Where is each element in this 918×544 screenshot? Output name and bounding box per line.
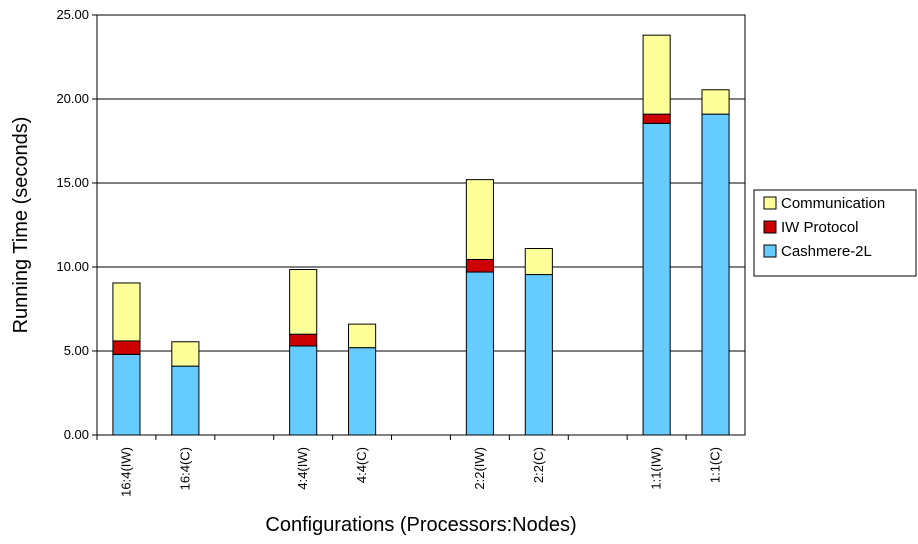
x-tick-label: 2:2(IW): [472, 447, 487, 490]
bar-segment-cashmere-2l: [171, 365, 200, 436]
bar-segment-communication: [171, 341, 200, 367]
bar-segment-cashmere-2l: [524, 274, 553, 436]
legend-swatch: [763, 244, 777, 258]
x-tick-label: 4:4(C): [354, 447, 369, 483]
bar-segment-iw-protocol: [289, 333, 318, 347]
bars: [112, 34, 730, 436]
bar-segment-communication: [642, 34, 671, 115]
gridlines: [97, 98, 745, 352]
legend-swatch: [763, 196, 777, 210]
bar-segment-communication: [524, 248, 553, 276]
bar-segment-cashmere-2l: [701, 113, 730, 436]
x-tick-label: 1:1(IW): [649, 447, 664, 490]
bar-segment-cashmere-2l: [348, 347, 377, 436]
bar-segment-cashmere-2l: [642, 122, 671, 436]
y-tick-label: 5.00: [64, 343, 89, 358]
y-axis-title: Running Time (seconds): [10, 117, 32, 334]
y-tick-label: 25.00: [56, 7, 89, 22]
x-tick-label: 1:1(C): [708, 447, 723, 483]
legend-label: Communication: [781, 195, 885, 212]
bar-segment-cashmere-2l: [465, 271, 494, 436]
bar-segment-communication: [465, 179, 494, 260]
y-tick-label: 0.00: [64, 427, 89, 442]
x-axis-ticks: 16:4(IW) 16:4(C) 4:4(IW) 4:4(C) 2:2(IW) 2:2(C…: [96, 435, 723, 497]
bar-segment-iw-protocol: [112, 340, 141, 355]
legend-box: [753, 189, 917, 277]
bar-segment-communication: [701, 89, 730, 115]
bar-segment-communication: [112, 282, 141, 342]
y-tick-label: 20.00: [56, 91, 89, 106]
y-tick-label: 10.00: [56, 259, 89, 274]
x-tick-label: 2:2(C): [531, 447, 546, 483]
bar-segment-communication: [289, 269, 318, 335]
bar-segment-communication: [348, 323, 377, 349]
legend-label: Cashmere-2L: [781, 243, 872, 260]
bar-segment-cashmere-2l: [289, 345, 318, 436]
y-tick-label: 15.00: [56, 175, 89, 190]
x-tick-label: 16:4(C): [177, 447, 192, 490]
plot-area-frame: [96, 14, 746, 436]
x-tick-label: 16:4(IW): [118, 447, 133, 497]
x-tick-label: 4:4(IW): [295, 447, 310, 490]
legend-swatch: [763, 220, 777, 234]
x-axis-title: Configurations (Processors:Nodes): [265, 514, 576, 536]
bar-segment-iw-protocol: [465, 258, 494, 273]
legend-label: IW Protocol: [781, 219, 859, 236]
y-axis-ticks: 0.00 5.00 10.00 15.00 20.00 25.00: [56, 7, 97, 442]
bar-segment-iw-protocol: [642, 113, 671, 124]
bar-segment-cashmere-2l: [112, 353, 141, 436]
legend: Communication IW Protocol Cashmere-2L: [753, 189, 917, 277]
